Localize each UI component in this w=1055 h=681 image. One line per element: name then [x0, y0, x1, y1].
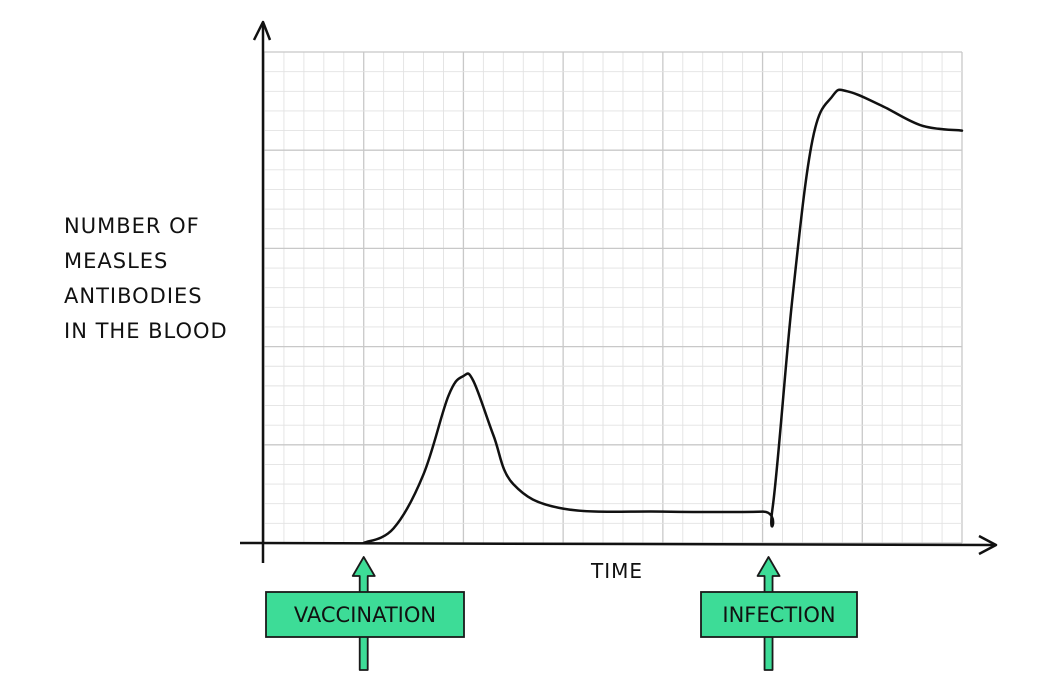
infection-marker: INFECTION	[700, 556, 858, 671]
infection-label: INFECTION	[722, 603, 835, 627]
x-axis-label: TIME	[590, 559, 643, 583]
vaccination-label-box	[265, 591, 465, 638]
y-axis-arrowhead	[252, 20, 272, 41]
y-axis-label: NUMBER OF MEASLES ANTIBODIES IN THE BLOO…	[64, 214, 228, 343]
vaccination-marker: VACCINATION	[265, 556, 465, 671]
y-axis-label-line-1: NUMBER OF	[64, 214, 200, 238]
x-axis-arrowhead	[978, 534, 998, 556]
vaccination-label: VACCINATION	[294, 603, 436, 627]
event-annotations: VACCINATION INFECTION	[265, 556, 858, 671]
y-axis-label-line-4: IN THE BLOOD	[64, 319, 228, 343]
antibody-curve	[362, 88, 964, 545]
infection-label-box	[700, 591, 858, 638]
y-axis-label-line-3: ANTIBODIES	[64, 284, 203, 308]
y-axis-label-line-2: MEASLES	[64, 249, 168, 273]
grid	[263, 51, 963, 544]
